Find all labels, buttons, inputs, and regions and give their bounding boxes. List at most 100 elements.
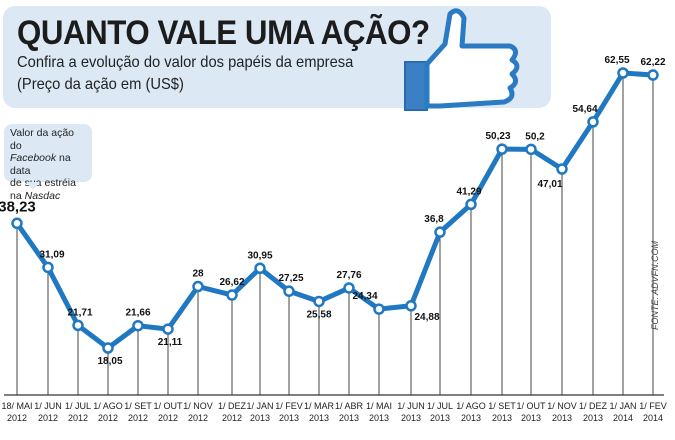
data-point (647, 69, 659, 81)
x-tick-label: 2013 (461, 413, 481, 423)
data-label: 18,05 (97, 356, 122, 367)
x-tick-label: 2014 (643, 413, 663, 423)
unit-note: (Preço da ação em (US$) (17, 76, 184, 93)
x-tick-label: 1/ JAN (609, 401, 636, 411)
annotation-exchange: Nasdac (24, 189, 61, 202)
x-tick-label: 2013 (309, 413, 329, 423)
data-point (72, 319, 84, 332)
x-tick-label: 1/ JUL (427, 401, 453, 411)
data-point (11, 217, 23, 230)
data-label: 24,88 (414, 312, 439, 323)
x-tick-label: 1/ JAN (246, 401, 273, 411)
data-point (313, 295, 325, 308)
data-label: 21,71 (67, 307, 92, 318)
x-tick-label: 1/ AGO (456, 401, 486, 411)
data-label: 30,95 (247, 250, 272, 261)
data-point (465, 198, 477, 211)
x-tick-label: 2012 (128, 413, 148, 423)
data-label: 21,66 (125, 308, 150, 319)
data-label: 27,76 (336, 270, 361, 281)
data-point (42, 261, 54, 274)
x-tick-label: 2013 (492, 413, 512, 423)
x-tick-label: 2013 (521, 413, 541, 423)
x-tick-label: 1/ DEZ (218, 401, 247, 411)
data-label: 36,8 (424, 214, 444, 225)
x-tick-label: 2013 (250, 413, 270, 423)
data-point (373, 303, 385, 315)
data-point (405, 300, 417, 312)
data-point (525, 143, 537, 156)
data-label: 24,34 (352, 291, 377, 302)
data-point (283, 285, 295, 297)
annotation-company: Facebook (10, 152, 57, 164)
data-label: 27,25 (278, 273, 303, 284)
x-tick-label: 1/ ABR (335, 401, 364, 411)
data-point (496, 143, 508, 155)
data-point (587, 116, 599, 128)
source-credit: FONTE: ADVFN.COM (650, 240, 660, 330)
x-tick-label: 2014 (613, 413, 633, 423)
data-point (254, 262, 266, 275)
x-tick-label: 1/ MAR (304, 401, 335, 411)
annotation-text: na (10, 189, 25, 202)
x-tick-label: 1/ MAI (366, 401, 392, 411)
annotation-text: na data (10, 152, 71, 177)
x-tick-label: 1/ FEV (639, 401, 667, 411)
data-label: 62,22 (640, 57, 665, 68)
x-tick-label: 2012 (188, 413, 208, 423)
x-tick-label: 2012 (68, 413, 88, 423)
x-tick-label: 2013 (401, 413, 421, 423)
x-tick-label: 1/ JUL (65, 401, 91, 411)
x-tick-label: 2012 (38, 413, 58, 423)
x-tick-label: 2013 (279, 413, 299, 423)
x-tick-label: 1/ SET (488, 401, 516, 411)
data-label: 28 (192, 269, 204, 280)
data-point (192, 280, 204, 293)
series-line (14, 70, 654, 351)
data-point (102, 342, 114, 354)
x-tick-label: 1/ NOV (183, 401, 213, 411)
ipo-annotation: Valor da ação do Facebook na data de sua… (4, 124, 92, 202)
x-tick-label: 2013 (430, 413, 450, 423)
data-label: 41,29 (456, 186, 481, 197)
x-tick-label: 1/ DEZ (579, 401, 608, 411)
x-tick-label: 1/ JUN (34, 401, 62, 411)
x-tick-label: 1/ SET (124, 401, 152, 411)
data-label: 62,55 (604, 55, 629, 66)
data-point (226, 289, 238, 301)
data-point (617, 67, 629, 79)
data-label: 26,62 (219, 277, 244, 288)
data-point (132, 319, 144, 332)
x-tick-label: 2012 (222, 413, 242, 423)
x-tick-label: 2012 (7, 413, 27, 423)
data-point (343, 282, 355, 294)
x-tick-label: 1/ JUN (397, 401, 425, 411)
x-tick-label: 2013 (583, 413, 603, 423)
data-label: 38,23 (0, 198, 36, 215)
data-point (434, 226, 446, 238)
subtitle: Confira a evolução do valor dos papéis d… (17, 54, 354, 71)
x-tick-label: 1/ OUT (516, 401, 546, 411)
data-label: 47,01 (537, 179, 562, 190)
x-tick-label: 2012 (158, 413, 178, 423)
data-point (556, 163, 568, 175)
data-point (162, 323, 174, 335)
x-tick-label: 1/ NOV (547, 401, 577, 411)
x-tick-label: 2013 (552, 413, 572, 423)
x-tick-label: 2012 (98, 413, 118, 423)
page-title: QUANTO VALE UMA AÇÃO? (17, 14, 430, 52)
x-tick-label: 1/ FEV (275, 401, 303, 411)
data-label: 54,64 (572, 104, 597, 115)
x-tick-label: 1/ OUT (153, 401, 183, 411)
x-tick-label: 2013 (339, 413, 359, 423)
data-label: 25,58 (306, 309, 331, 320)
data-label: 50,23 (485, 131, 510, 142)
x-tick-label: 18/ MAI (1, 401, 32, 411)
x-tick-label: 2013 (369, 413, 389, 423)
thumbs-up-icon (404, 8, 520, 111)
data-label: 21,11 (158, 337, 183, 348)
data-label: 50,2 (525, 131, 545, 142)
x-tick-label: 1/ AGO (93, 401, 123, 411)
annotation-text: Valor da ação do (10, 127, 75, 152)
